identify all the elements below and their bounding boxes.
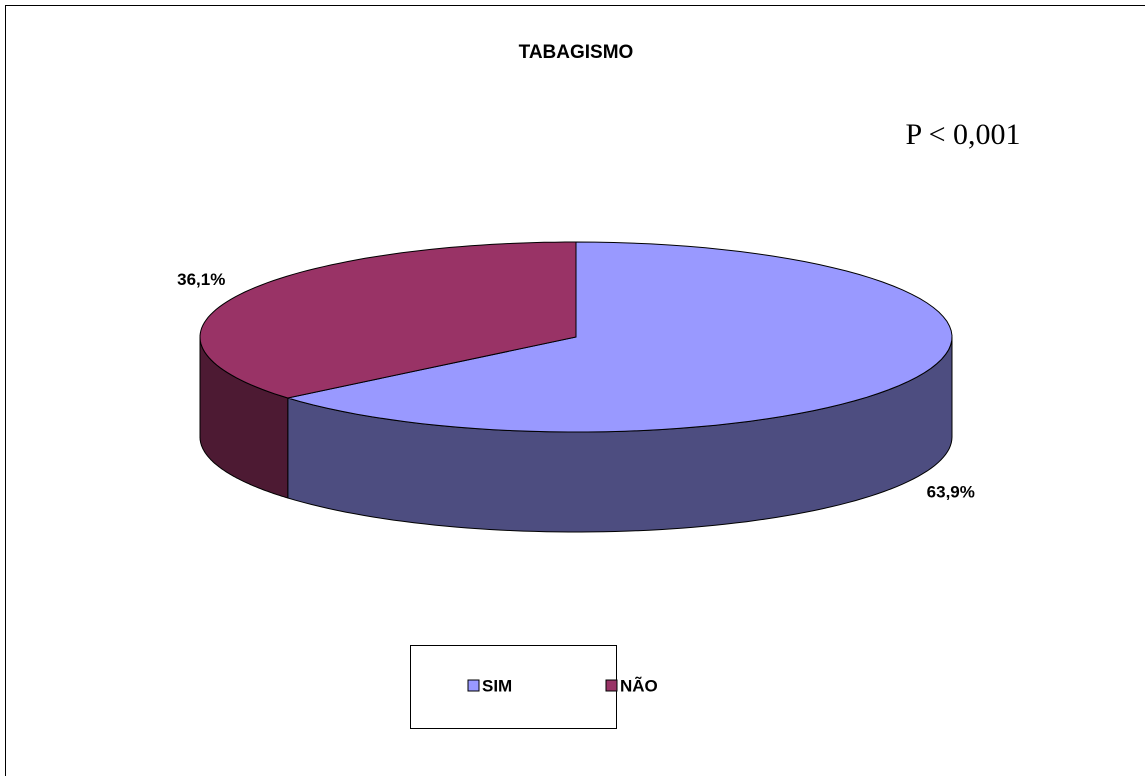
chart-title: TABAGISMO <box>519 42 634 63</box>
data-label: 63,9% <box>927 483 975 502</box>
legend-label: NÃO <box>620 675 658 695</box>
legend-label: SIM <box>482 676 512 695</box>
legend-swatch <box>605 679 618 692</box>
legend-box <box>410 645 617 729</box>
legend-swatch <box>467 679 480 692</box>
slice <box>199 241 577 399</box>
slice <box>287 241 953 433</box>
data-label: 36,1% <box>177 270 225 289</box>
annotation: P < 0,001 <box>906 118 1021 151</box>
